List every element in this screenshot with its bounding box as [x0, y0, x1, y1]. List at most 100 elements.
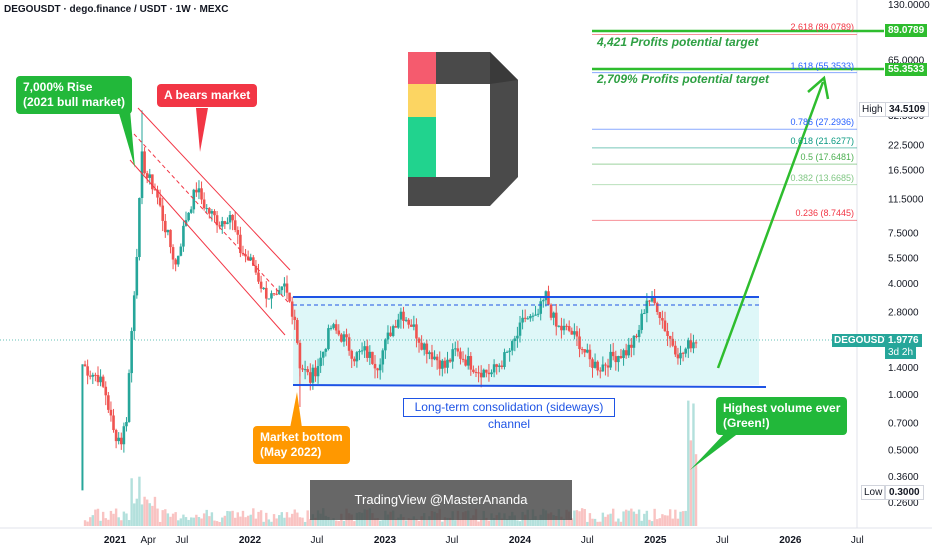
candle-body	[189, 209, 193, 213]
rise-callout-line2: (2021 bull market)	[23, 95, 126, 109]
candle-body	[215, 215, 219, 226]
candle-body	[200, 188, 203, 200]
volume-bar	[650, 521, 654, 526]
candle-body	[397, 319, 400, 328]
candle-body	[94, 374, 97, 376]
volume-bar	[578, 511, 581, 526]
volume-bar	[293, 509, 296, 526]
candle-body	[373, 363, 377, 369]
candle-body	[404, 319, 408, 321]
candle-body	[518, 322, 522, 336]
channel-fill	[293, 297, 759, 385]
candle-body	[233, 220, 237, 230]
candle-body	[415, 324, 418, 339]
volume-bar	[125, 513, 128, 526]
volume-bar	[681, 511, 685, 526]
volume-bar	[192, 517, 195, 526]
candle-body	[86, 366, 89, 376]
dego-logo	[408, 52, 518, 206]
candle-body	[223, 221, 227, 225]
candle-body	[267, 298, 271, 300]
candle-body	[272, 293, 276, 295]
candle-body	[363, 346, 366, 351]
candle-body	[586, 349, 589, 353]
volume-bar	[231, 510, 234, 526]
volume-bar	[169, 516, 172, 526]
candle-body	[479, 372, 483, 378]
candle-body	[542, 300, 545, 302]
volume-bar	[604, 516, 607, 526]
x-tick-label: 2024	[509, 535, 532, 546]
volume-bar	[454, 520, 457, 526]
target-2-label: 2,709% Profits potential target	[597, 72, 770, 86]
volume-bar	[539, 514, 542, 526]
candle-body	[114, 430, 118, 442]
volume-bar	[469, 518, 473, 526]
candle-body	[661, 318, 664, 321]
candle-body	[513, 338, 517, 342]
candle-body	[158, 197, 162, 206]
candle-body	[213, 211, 216, 216]
x-tick-label: Jul	[176, 535, 189, 546]
volume-bar	[86, 521, 89, 526]
candle-body	[417, 338, 421, 343]
candle-body	[684, 348, 687, 354]
candle-body	[277, 290, 281, 295]
volume-bar	[692, 403, 695, 526]
candle-body	[138, 198, 141, 257]
candle-body	[632, 335, 636, 348]
candle-body	[521, 317, 524, 323]
candle-body	[156, 189, 159, 198]
volume-bar	[91, 515, 95, 526]
candle-body	[171, 247, 175, 260]
fib-label: 0.5 (17.6481)	[800, 152, 854, 163]
candle-body	[148, 174, 152, 178]
candle-body	[145, 173, 149, 178]
volume-bar	[443, 517, 447, 526]
candle-body	[394, 326, 398, 328]
volume-bar	[301, 517, 304, 526]
volume-bar	[278, 515, 281, 526]
last-price-value: 1.9776	[885, 334, 922, 347]
volume-bar	[195, 514, 198, 526]
volume-bar	[653, 508, 656, 526]
candle-body	[306, 369, 309, 373]
volume-bar	[83, 520, 87, 526]
candle-body	[516, 335, 519, 339]
x-tick-label: 2025	[644, 535, 667, 546]
volume-bar	[580, 508, 584, 526]
candle-body	[308, 372, 312, 383]
volume-bar	[684, 510, 687, 526]
candle-body	[288, 292, 291, 302]
volume-bar	[575, 510, 579, 526]
volume-bar	[158, 521, 162, 526]
candle-body	[353, 358, 356, 362]
volume-bar	[133, 503, 136, 526]
fib-label: 0.382 (13.6685)	[790, 172, 854, 183]
candle-body	[567, 326, 571, 331]
volume-bar	[624, 509, 628, 526]
y-tick-label: 5.5000	[888, 253, 919, 264]
high-label: High	[859, 102, 886, 117]
candle-body	[492, 364, 496, 373]
candle-body	[99, 376, 102, 383]
volume-bar	[156, 508, 159, 526]
candle-body	[487, 372, 491, 375]
volume-bar	[674, 509, 677, 526]
candle-body	[640, 313, 643, 330]
volume-pointer	[690, 432, 740, 470]
volume-bar	[513, 515, 517, 526]
volume-bar	[508, 515, 511, 526]
volume-bar	[446, 517, 449, 526]
volume-bar	[332, 518, 335, 526]
volume-bar	[122, 511, 126, 526]
candle-body	[311, 367, 315, 383]
volume-bar	[518, 521, 522, 526]
candle-body	[347, 337, 351, 351]
candle-body	[262, 287, 265, 289]
candle-body	[435, 356, 439, 361]
bears-callout-text: A bears market	[164, 88, 251, 102]
candle-body	[446, 359, 449, 368]
volume-bar	[386, 514, 390, 526]
